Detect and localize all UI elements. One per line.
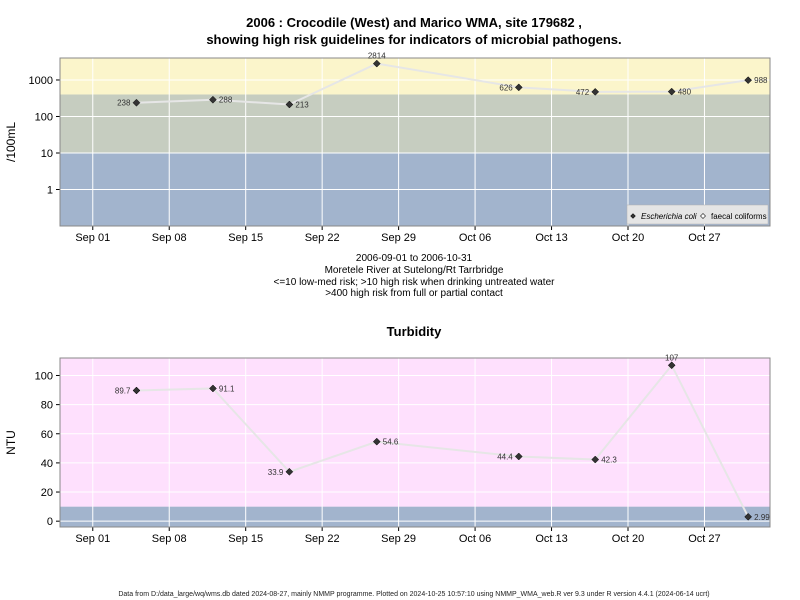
data-label: 288 <box>219 96 233 105</box>
x-tick-label: Oct 20 <box>612 533 644 545</box>
y-tick-label: 60 <box>41 429 53 441</box>
data-label: 89.7 <box>115 386 131 395</box>
data-point <box>372 437 381 446</box>
plot-frame <box>59 357 771 528</box>
turbidity-panel: Sep 01 Sep 08 Sep 15 Sep 22 Sep 29 Oct 06 Oct … <box>4 353 771 545</box>
data-point <box>744 76 753 85</box>
x-tick-label: Oct 20 <box>612 232 644 244</box>
y-tick-label: 1 <box>47 184 53 196</box>
data-point <box>591 88 600 96</box>
data-label: 472 <box>576 88 590 97</box>
data-point <box>209 95 217 104</box>
x-tick-label: Sep 01 <box>75 533 110 545</box>
data-point <box>591 455 600 464</box>
data-label: 626 <box>499 83 513 92</box>
data-point <box>667 361 676 370</box>
plot-frame <box>59 57 771 227</box>
note-contact-risk: >400 high risk from full or partial cont… <box>325 288 503 299</box>
series-line <box>136 363 750 518</box>
y-tick-label: 40 <box>41 458 53 470</box>
x-tick-label: Sep 22 <box>305 533 340 545</box>
turbidity-band-0 <box>60 506 770 527</box>
ecoli-band-1 <box>60 94 770 153</box>
chart-title-line1: 2006 : Crocodile (West) and Marico WMA, … <box>246 15 582 30</box>
x-tick-label: Oct 27 <box>688 533 720 545</box>
note-drinking-risk: <=10 low-med risk; >10 high risk when dr… <box>274 277 556 288</box>
x-tick-label: Oct 27 <box>688 232 720 244</box>
legend-box <box>626 204 769 225</box>
data-point <box>667 87 676 96</box>
y-tick-label: 80 <box>41 400 53 412</box>
x-tick-label: Sep 15 <box>228 232 263 244</box>
data-point <box>209 384 217 393</box>
ecoli-band-2 <box>60 58 770 95</box>
data-label: 107 <box>665 353 679 362</box>
x-tick-label: Oct 06 <box>459 232 491 244</box>
footer-source-note: Data from D:/data_large/wq/wms.db dated … <box>118 591 709 598</box>
chart-notes: 2006-09-01 to 2006-10-31 Moretele River … <box>274 253 556 299</box>
y-tick-label: 1000 <box>29 75 53 87</box>
series-line <box>136 62 749 106</box>
data-point <box>285 467 294 476</box>
data-label: 988 <box>754 76 768 85</box>
chart-title-line2: showing high risk guidelines for indicat… <box>206 32 621 47</box>
ecoli-panel: Sep 01 Sep 08 Sep 15 Sep 22 Sep 29 Oct 06 Oct … <box>4 52 771 244</box>
data-point <box>132 98 141 107</box>
x-tick-label: Sep 08 <box>152 232 187 244</box>
data-point <box>285 100 294 109</box>
legend-marker-faecal <box>700 213 706 219</box>
data-label: 480 <box>678 88 692 97</box>
data-label: 44.4 <box>497 452 513 461</box>
data-label: 33.9 <box>268 468 284 477</box>
y-tick-label: 100 <box>35 370 53 382</box>
y-axis-label: NTU <box>4 430 18 455</box>
data-label: 54.6 <box>383 438 399 447</box>
legend-marker-ecoli <box>630 213 636 219</box>
data-label: 2.99 <box>754 513 770 522</box>
x-tick-label: Sep 22 <box>305 232 340 244</box>
data-label: 2814 <box>368 52 386 61</box>
x-tick-label: Sep 29 <box>381 232 416 244</box>
data-point <box>132 386 141 395</box>
turbidity-title: Turbidity <box>387 324 442 339</box>
legend-label-faecal: faecal coliforms <box>711 212 767 221</box>
data-label: 238 <box>117 99 131 108</box>
y-tick-label: 10 <box>41 148 53 160</box>
data-label: 42.3 <box>601 456 617 465</box>
x-tick-label: Oct 13 <box>535 232 567 244</box>
y-tick-label: 0 <box>47 516 53 528</box>
turbidity-band-1 <box>60 358 770 507</box>
data-label: 91.1 <box>219 384 235 393</box>
x-tick-label: Sep 15 <box>228 533 263 545</box>
legend-label-ecoli: Escherichia coli <box>641 212 697 221</box>
y-axis-label: /100mL <box>4 122 18 162</box>
x-tick-label: Sep 08 <box>152 533 187 545</box>
note-date-range: 2006-09-01 to 2006-10-31 <box>356 253 473 264</box>
x-tick-label: Oct 06 <box>459 533 491 545</box>
data-point <box>372 59 381 68</box>
data-point <box>744 512 753 521</box>
x-tick-label: Sep 29 <box>381 533 416 545</box>
data-point <box>514 452 523 461</box>
y-tick-label: 20 <box>41 487 53 499</box>
x-tick-label: Oct 13 <box>535 533 567 545</box>
data-label: 213 <box>295 100 309 109</box>
x-tick-label: Sep 01 <box>75 232 110 244</box>
note-site: Moretele River at Sutelong/Rt Tarrbridge <box>325 265 504 276</box>
data-point <box>514 83 523 92</box>
chart-legend: Escherichia coli faecal coliforms <box>626 204 769 225</box>
y-tick-label: 100 <box>35 111 53 123</box>
